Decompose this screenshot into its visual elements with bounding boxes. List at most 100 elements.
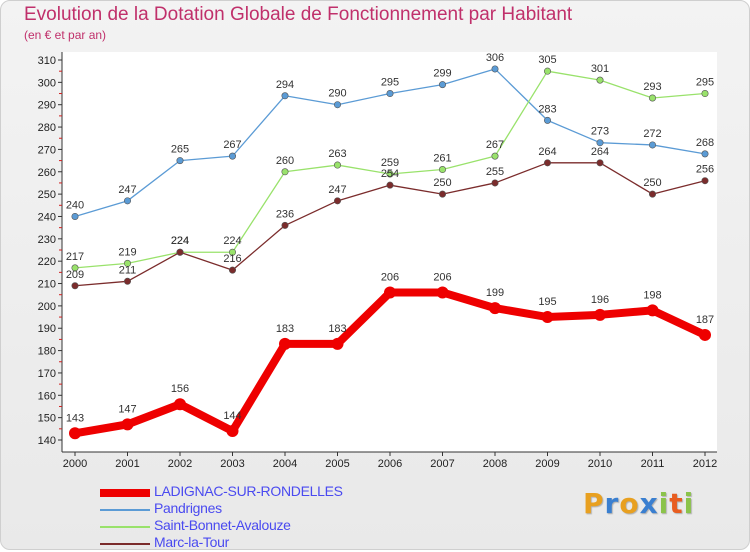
data-point-pandrignes [543,116,551,124]
data-point-ladignac-sur-rondelles [646,304,659,317]
data-point-marc-la-tour [596,159,604,167]
y-tick-label: 180 [38,346,56,358]
x-tick-label: 2010 [588,458,612,470]
data-label-ladignac-sur-rondelles: 144 [223,410,241,422]
data-label-saint-bonnet-avalouze: 301 [591,63,609,75]
data-point-marc-la-tour [543,159,551,167]
x-tick-label: 2004 [273,458,297,470]
legend-label: LADIGNAC-SUR-RONDELLES [154,483,343,499]
data-label-pandrignes: 267 [223,139,241,151]
data-label-ladignac-sur-rondelles: 143 [66,412,84,424]
data-label-saint-bonnet-avalouze: 261 [433,153,451,165]
y-tick-label: 290 [38,100,56,112]
data-label-saint-bonnet-avalouze: 259 [381,157,399,169]
data-label-ladignac-sur-rondelles: 198 [643,289,661,301]
proxiti-logo: Proxiti [583,487,694,520]
y-tick-label: 200 [38,301,56,313]
data-point-saint-bonnet-avalouze [596,76,604,84]
y-tick-label: 310 [38,55,56,67]
data-point-ladignac-sur-rondelles [541,311,554,324]
legend-swatch [100,543,150,545]
data-point-pandrignes [438,81,446,89]
data-label-saint-bonnet-avalouze: 263 [328,148,346,160]
logo-letter: x [639,487,659,520]
data-point-pandrignes [596,139,604,147]
data-point-marc-la-tour [386,181,394,189]
x-tick-label: 2009 [535,458,559,470]
x-tick-label: 2002 [168,458,192,470]
logo-letter: t [669,487,684,520]
data-label-marc-la-tour: 256 [696,164,714,176]
y-tick-label: 260 [38,167,56,179]
logo-letter: i [683,487,695,520]
data-point-pandrignes [281,92,289,100]
data-point-ladignac-sur-rondelles [699,328,711,341]
logo-letter: o [619,487,640,520]
data-label-marc-la-tour: 255 [486,166,504,178]
data-point-ladignac-sur-rondelles [226,425,239,438]
x-tick-label: 2000 [63,458,87,470]
chart-subtitle: (en € et par an) [24,28,107,42]
data-point-saint-bonnet-avalouze [386,170,394,178]
data-label-ladignac-sur-rondelles: 195 [538,296,556,308]
x-tick-label: 2012 [693,458,717,470]
logo-letter: r [604,487,620,520]
data-point-marc-la-tour [71,282,79,290]
data-label-saint-bonnet-avalouze: 224 [171,235,189,247]
data-point-marc-la-tour [438,190,446,198]
data-point-pandrignes [124,197,132,205]
data-label-saint-bonnet-avalouze: 219 [118,246,136,258]
data-point-pandrignes [386,90,394,98]
data-label-pandrignes: 273 [591,126,609,138]
data-point-ladignac-sur-rondelles [174,398,186,411]
data-point-ladignac-sur-rondelles [489,302,501,315]
data-label-marc-la-tour: 264 [591,146,609,158]
x-tick-label: 2007 [430,458,454,470]
data-point-pandrignes [648,141,656,149]
y-tick-label: 190 [38,323,56,335]
data-label-saint-bonnet-avalouze: 260 [276,155,294,167]
data-point-pandrignes [491,65,499,73]
data-point-saint-bonnet-avalouze [333,161,341,169]
data-point-marc-la-tour [701,177,709,185]
x-tick-label: 2003 [220,458,244,470]
data-point-pandrignes [701,150,709,158]
data-label-ladignac-sur-rondelles: 183 [276,323,294,335]
y-tick-label: 160 [38,390,56,402]
data-point-saint-bonnet-avalouze [229,248,237,256]
data-label-marc-la-tour: 236 [276,208,294,220]
data-point-marc-la-tour [281,221,289,229]
data-point-pandrignes [229,152,237,160]
data-label-pandrignes: 268 [696,137,714,149]
y-tick-label: 280 [38,122,56,134]
legend-label: Marc-la-Tour [154,534,229,550]
x-tick-label: 2008 [483,458,507,470]
data-label-pandrignes: 283 [538,103,556,115]
data-point-pandrignes [333,101,341,109]
data-label-marc-la-tour: 211 [119,264,137,276]
data-label-ladignac-sur-rondelles: 187 [696,314,714,326]
data-point-saint-bonnet-avalouze [491,152,499,160]
legend-label: Saint-Bonnet-Avalouze [154,517,291,533]
data-label-marc-la-tour: 224 [171,235,189,247]
data-label-pandrignes: 290 [328,88,346,100]
data-point-pandrignes [71,212,79,220]
data-point-saint-bonnet-avalouze [701,90,709,98]
data-point-saint-bonnet-avalouze [124,259,132,267]
data-point-saint-bonnet-avalouze [71,264,79,272]
data-label-ladignac-sur-rondelles: 199 [486,287,504,299]
data-label-pandrignes: 299 [433,68,451,80]
data-label-saint-bonnet-avalouze: 295 [696,77,714,89]
legend-label: Pandrignes [154,500,222,516]
data-point-marc-la-tour [333,197,341,205]
data-label-pandrignes: 272 [643,128,661,140]
data-point-ladignac-sur-rondelles [384,286,396,299]
y-tick-label: 150 [38,413,56,425]
x-tick-label: 2011 [641,458,665,470]
data-point-marc-la-tour [229,266,237,274]
data-point-ladignac-sur-rondelles [594,308,606,321]
data-label-saint-bonnet-avalouze: 217 [66,251,84,263]
data-label-ladignac-sur-rondelles: 206 [381,271,399,283]
y-tick-label: 270 [38,144,56,156]
